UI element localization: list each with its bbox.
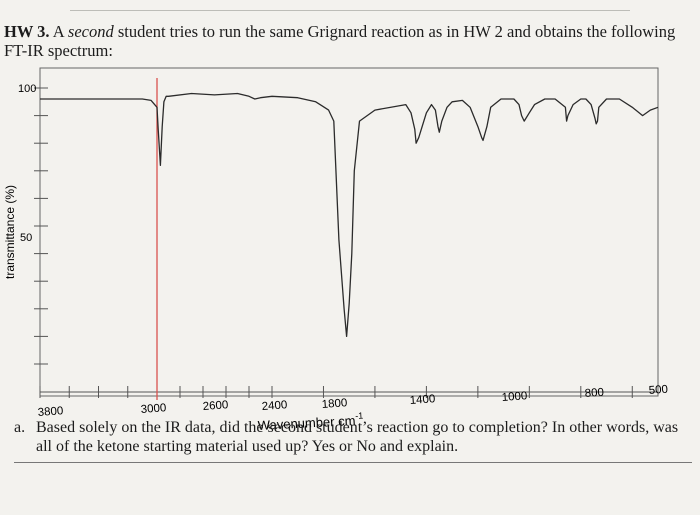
y-tick-label-50: 50 xyxy=(20,232,32,244)
question-marker: a. xyxy=(14,419,26,436)
x-axis-label-text: Wavenumber cm xyxy=(257,413,355,433)
question-text: Based solely on the IR data, did the sec… xyxy=(36,419,679,455)
x-axis-label: Wavenumber cm-1 xyxy=(257,410,364,433)
x-tick-label-800: 800 xyxy=(584,387,604,400)
x-axis-label-exponent: -1 xyxy=(355,410,364,420)
y-axis-label: transmittance (%) xyxy=(3,185,17,279)
top-rule xyxy=(70,10,630,11)
problem-statement: HW 3. A second student tries to run the … xyxy=(4,22,694,60)
problem-label: HW 3. xyxy=(4,22,50,41)
problem-text-a: A xyxy=(49,22,68,41)
plot-frame xyxy=(39,67,659,397)
spectrum-trace xyxy=(40,92,659,338)
x-tick-label-2600: 2600 xyxy=(202,399,228,413)
problem-text-b: student tries to run the same Grignard r… xyxy=(4,22,676,60)
x-tick-label-3000: 3000 xyxy=(140,402,166,416)
y-tick-label-100: 100 xyxy=(18,83,36,95)
x-tick-label-3800: 3800 xyxy=(37,405,63,419)
x-tick-label-1400: 1400 xyxy=(409,393,435,407)
x-tick-label-1000: 1000 xyxy=(501,390,527,404)
x-tick-label-1800: 1800 xyxy=(321,397,347,411)
bottom-rule xyxy=(14,462,692,463)
problem-text-emphasis: second xyxy=(67,22,114,41)
x-tick-label-500: 500 xyxy=(648,384,668,397)
y-axis-ticks xyxy=(34,87,48,365)
x-tick-label-2400: 2400 xyxy=(261,399,287,413)
